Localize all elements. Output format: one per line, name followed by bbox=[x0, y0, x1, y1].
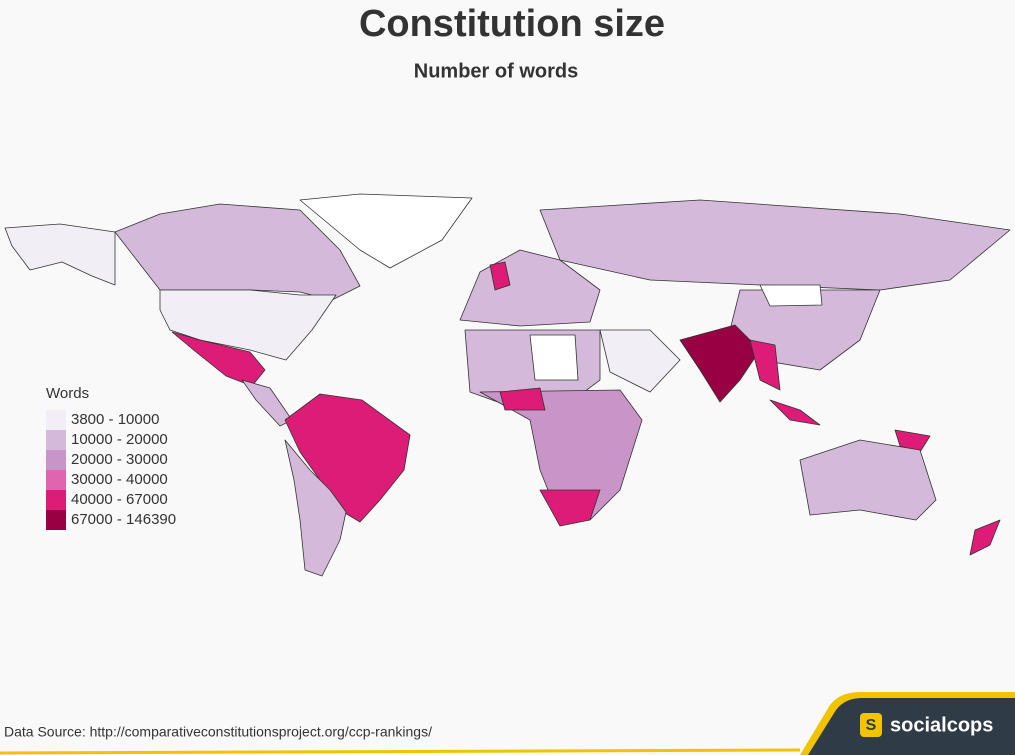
legend-swatch bbox=[46, 410, 66, 430]
subtitle: Number of words bbox=[414, 60, 578, 82]
legend-swatch bbox=[46, 450, 66, 470]
legend: Words 3800 - 10000 10000 - 20000 20000 - 3… bbox=[46, 385, 176, 530]
legend-label: 3800 - 10000 bbox=[71, 411, 159, 428]
west-africa bbox=[499, 387, 546, 411]
legend-label: 67000 - 146390 bbox=[71, 511, 176, 528]
greenland bbox=[299, 193, 473, 269]
southern-africa bbox=[539, 489, 601, 527]
russia bbox=[539, 199, 1011, 291]
middle-east bbox=[599, 329, 681, 393]
legend-swatch bbox=[46, 470, 66, 490]
legend-label: 10000 - 20000 bbox=[71, 431, 168, 448]
data-source: Data Source: http://comparativeconstitut… bbox=[4, 724, 432, 740]
sahara bbox=[529, 334, 579, 381]
legend-swatch bbox=[46, 510, 66, 530]
india bbox=[679, 324, 761, 403]
brand: socialcops bbox=[890, 714, 993, 736]
title: Constitution size bbox=[359, 3, 665, 45]
mongolia bbox=[759, 284, 823, 307]
northern-south-america bbox=[284, 393, 411, 523]
logo-box bbox=[860, 713, 882, 737]
alaska bbox=[4, 223, 116, 286]
logo: S bbox=[866, 717, 877, 734]
southern-south-america bbox=[284, 439, 347, 577]
australia bbox=[799, 439, 937, 521]
indonesia bbox=[769, 399, 821, 426]
usa bbox=[159, 289, 337, 361]
myanmar bbox=[749, 339, 781, 391]
new-zealand bbox=[969, 519, 1001, 556]
legend-label: 40000 - 67000 bbox=[71, 491, 168, 508]
uk bbox=[489, 261, 511, 291]
mexico bbox=[171, 331, 266, 387]
legend-label: 30000 - 40000 bbox=[71, 471, 168, 488]
legend-label: 20000 - 30000 bbox=[71, 451, 168, 468]
legend-swatch bbox=[46, 430, 66, 450]
legend-title: Words bbox=[46, 385, 89, 402]
central-america bbox=[241, 379, 293, 427]
banner bbox=[808, 698, 1015, 755]
world-map bbox=[4, 193, 1011, 577]
legend-swatch bbox=[46, 490, 66, 510]
footer-line bbox=[0, 748, 801, 755]
